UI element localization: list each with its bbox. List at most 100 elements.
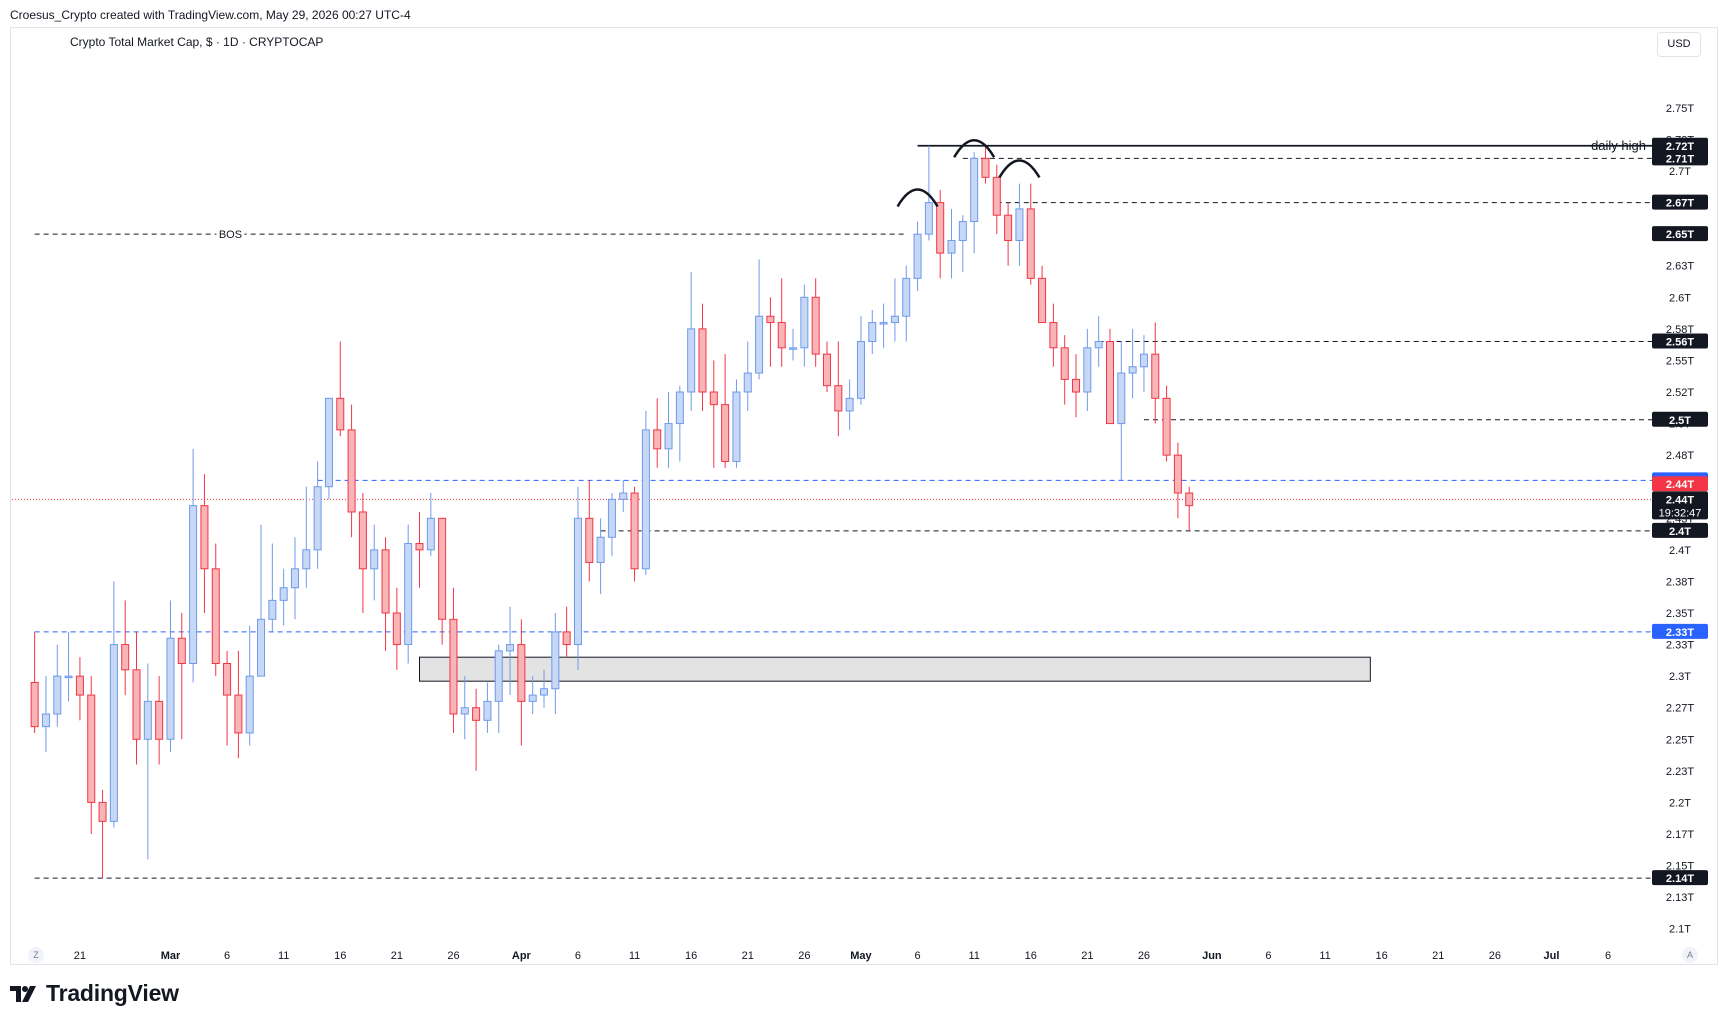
y-tick-label: 2.38T — [1666, 576, 1694, 588]
candle-body — [822, 353, 832, 387]
candle — [664, 392, 673, 468]
candle-body — [1173, 454, 1182, 494]
candle-body — [1026, 208, 1035, 279]
candle-body — [211, 568, 220, 665]
candle-body — [302, 549, 311, 570]
candle — [313, 461, 322, 569]
x-tick-label: 26 — [1489, 950, 1501, 962]
candle-body — [381, 549, 390, 614]
y-tick-label: 2.55T — [1666, 355, 1694, 367]
candle-body — [392, 612, 401, 646]
candle — [766, 297, 775, 367]
y-tick-label: 2.27T — [1666, 703, 1694, 715]
candle-body — [698, 328, 707, 393]
candle-body — [936, 202, 945, 254]
candle-body — [596, 536, 605, 563]
candle-body — [743, 372, 752, 393]
candle-body — [1004, 214, 1013, 241]
candle-body — [913, 233, 922, 279]
x-tick-label: 11 — [968, 950, 979, 962]
candle-body — [755, 315, 764, 374]
candle — [370, 524, 379, 601]
x-tick-label: 11 — [629, 950, 640, 962]
bos-label-bg — [216, 227, 245, 242]
price-tag-level-24-bg — [1652, 522, 1708, 538]
candle-body — [1162, 397, 1171, 456]
candle-body — [845, 397, 854, 412]
candle-body — [257, 618, 266, 677]
x-tick-label: 6 — [224, 950, 230, 962]
candle-body — [53, 675, 62, 715]
candle — [1004, 202, 1013, 266]
candle — [1139, 335, 1148, 393]
candle — [268, 543, 277, 632]
candle-body — [30, 681, 39, 728]
tradingview-logo-text: TradingView — [46, 980, 179, 1006]
candle-body — [494, 650, 503, 702]
y-tick-label: 2.23T — [1666, 766, 1694, 778]
candle — [1105, 328, 1114, 425]
y-tick-label: 2.4T — [1669, 545, 1691, 557]
candle-body — [664, 423, 673, 450]
candle — [800, 284, 809, 367]
candle-body — [166, 637, 175, 740]
candle — [155, 676, 164, 765]
y-tick-label: 2.7T — [1669, 166, 1691, 178]
price-tag-level-271: 2.71T — [1666, 153, 1694, 165]
price-tag-level-233: 2.33T — [1666, 627, 1694, 639]
x-tick-label: 26 — [447, 950, 459, 962]
price-tag-level-25: 2.5T — [1669, 415, 1691, 427]
candle — [981, 145, 990, 184]
candle-body — [573, 517, 582, 646]
candle-body — [1117, 372, 1126, 425]
x-tick-label: 16 — [334, 950, 346, 962]
candle-body — [732, 391, 741, 462]
candle-body — [279, 587, 288, 601]
x-axis: 21 Mar 6 11 16 21 26 Apr 6 11 16 21 26 May 6 11 16 21 26 Ju… — [74, 950, 1611, 962]
candle — [302, 486, 311, 588]
candle — [777, 278, 786, 367]
candle — [404, 524, 413, 664]
candle-body — [268, 599, 277, 620]
x-tick-label: 11 — [278, 950, 289, 962]
candle — [1094, 316, 1103, 367]
auto-scale-icon[interactable]: A — [1682, 947, 1698, 963]
zoom-icon[interactable]: Z — [28, 947, 44, 963]
candle — [1060, 335, 1069, 405]
candle — [630, 486, 639, 582]
candle-body — [992, 176, 1001, 216]
price-tag-current-countdown: 19:32:47 — [1659, 507, 1702, 519]
candle — [177, 612, 186, 740]
y-tick-label: 2.52T — [1666, 387, 1694, 399]
candle-body — [506, 644, 515, 652]
x-tick-label: Jul — [1543, 950, 1559, 962]
candle — [551, 612, 560, 715]
candle — [675, 385, 684, 462]
candle — [709, 360, 718, 468]
candle-body — [902, 277, 911, 317]
currency-button[interactable]: USD — [1657, 32, 1701, 57]
candle-body — [358, 511, 367, 570]
candle-body — [1094, 340, 1103, 349]
candle — [845, 379, 854, 430]
candle-body — [1105, 340, 1114, 425]
price-tag-daily-high: 2.72T — [1666, 141, 1694, 153]
candle-body — [87, 694, 96, 803]
x-tick-label: 6 — [575, 950, 581, 962]
order-block-zone — [419, 656, 1371, 682]
candle — [1083, 328, 1092, 411]
x-tick-label: 16 — [685, 950, 697, 962]
x-tick-label: 6 — [1605, 950, 1611, 962]
candle — [607, 493, 616, 557]
candle — [811, 278, 820, 367]
candle — [1173, 442, 1182, 519]
levels: daily high BOS — [34, 138, 1652, 879]
candle — [879, 303, 888, 348]
chart-frame — [10, 27, 1718, 965]
candle-body — [800, 296, 809, 349]
candle-body — [449, 618, 458, 715]
candle-body — [947, 239, 956, 254]
candle-body — [675, 391, 684, 425]
candle-body — [562, 631, 571, 646]
